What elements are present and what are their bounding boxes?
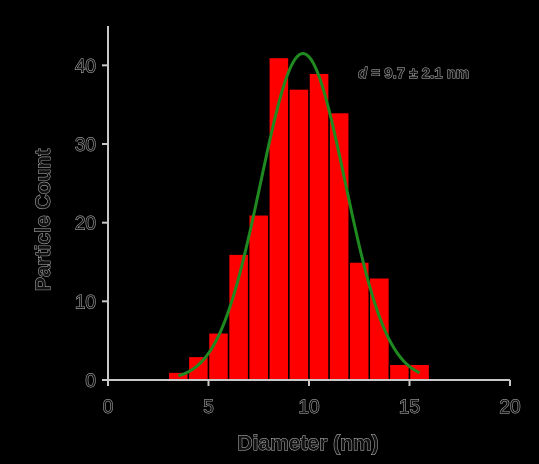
x-tick-label: 15 bbox=[399, 397, 420, 418]
y-tick-label: 40 bbox=[75, 56, 96, 77]
y-tick-label: 0 bbox=[85, 371, 96, 392]
y-axis-title: Particle Count bbox=[32, 149, 55, 291]
y-tick-label: 10 bbox=[75, 292, 96, 313]
histogram-bar bbox=[247, 214, 270, 381]
annotation-value: = 9.7 ± 2.1 nm bbox=[367, 65, 469, 82]
mean-diameter-annotation: d = 9.7 ± 2.1 nm bbox=[358, 65, 469, 82]
annotation-symbol: d bbox=[358, 65, 368, 82]
x-tick-label: 5 bbox=[203, 397, 214, 418]
histogram-bar bbox=[207, 332, 230, 381]
x-tick-label: 0 bbox=[103, 397, 114, 418]
ticks-group: 0 5 10 15 20 0 10 20 30 40 bbox=[74, 56, 521, 419]
x-tick-label: 20 bbox=[499, 397, 520, 418]
histogram-bar bbox=[187, 355, 210, 381]
y-tick-label: 30 bbox=[75, 135, 96, 156]
histogram-bar bbox=[388, 363, 411, 381]
x-tick-label: 10 bbox=[298, 397, 319, 418]
gaussian-fit-curve bbox=[177, 52, 421, 378]
y-tick-label: 20 bbox=[75, 214, 96, 235]
histogram-bar bbox=[308, 72, 330, 381]
bars-group bbox=[167, 56, 431, 381]
x-axis-title: Diameter (nm) bbox=[237, 432, 378, 455]
histogram-bar bbox=[288, 88, 310, 381]
